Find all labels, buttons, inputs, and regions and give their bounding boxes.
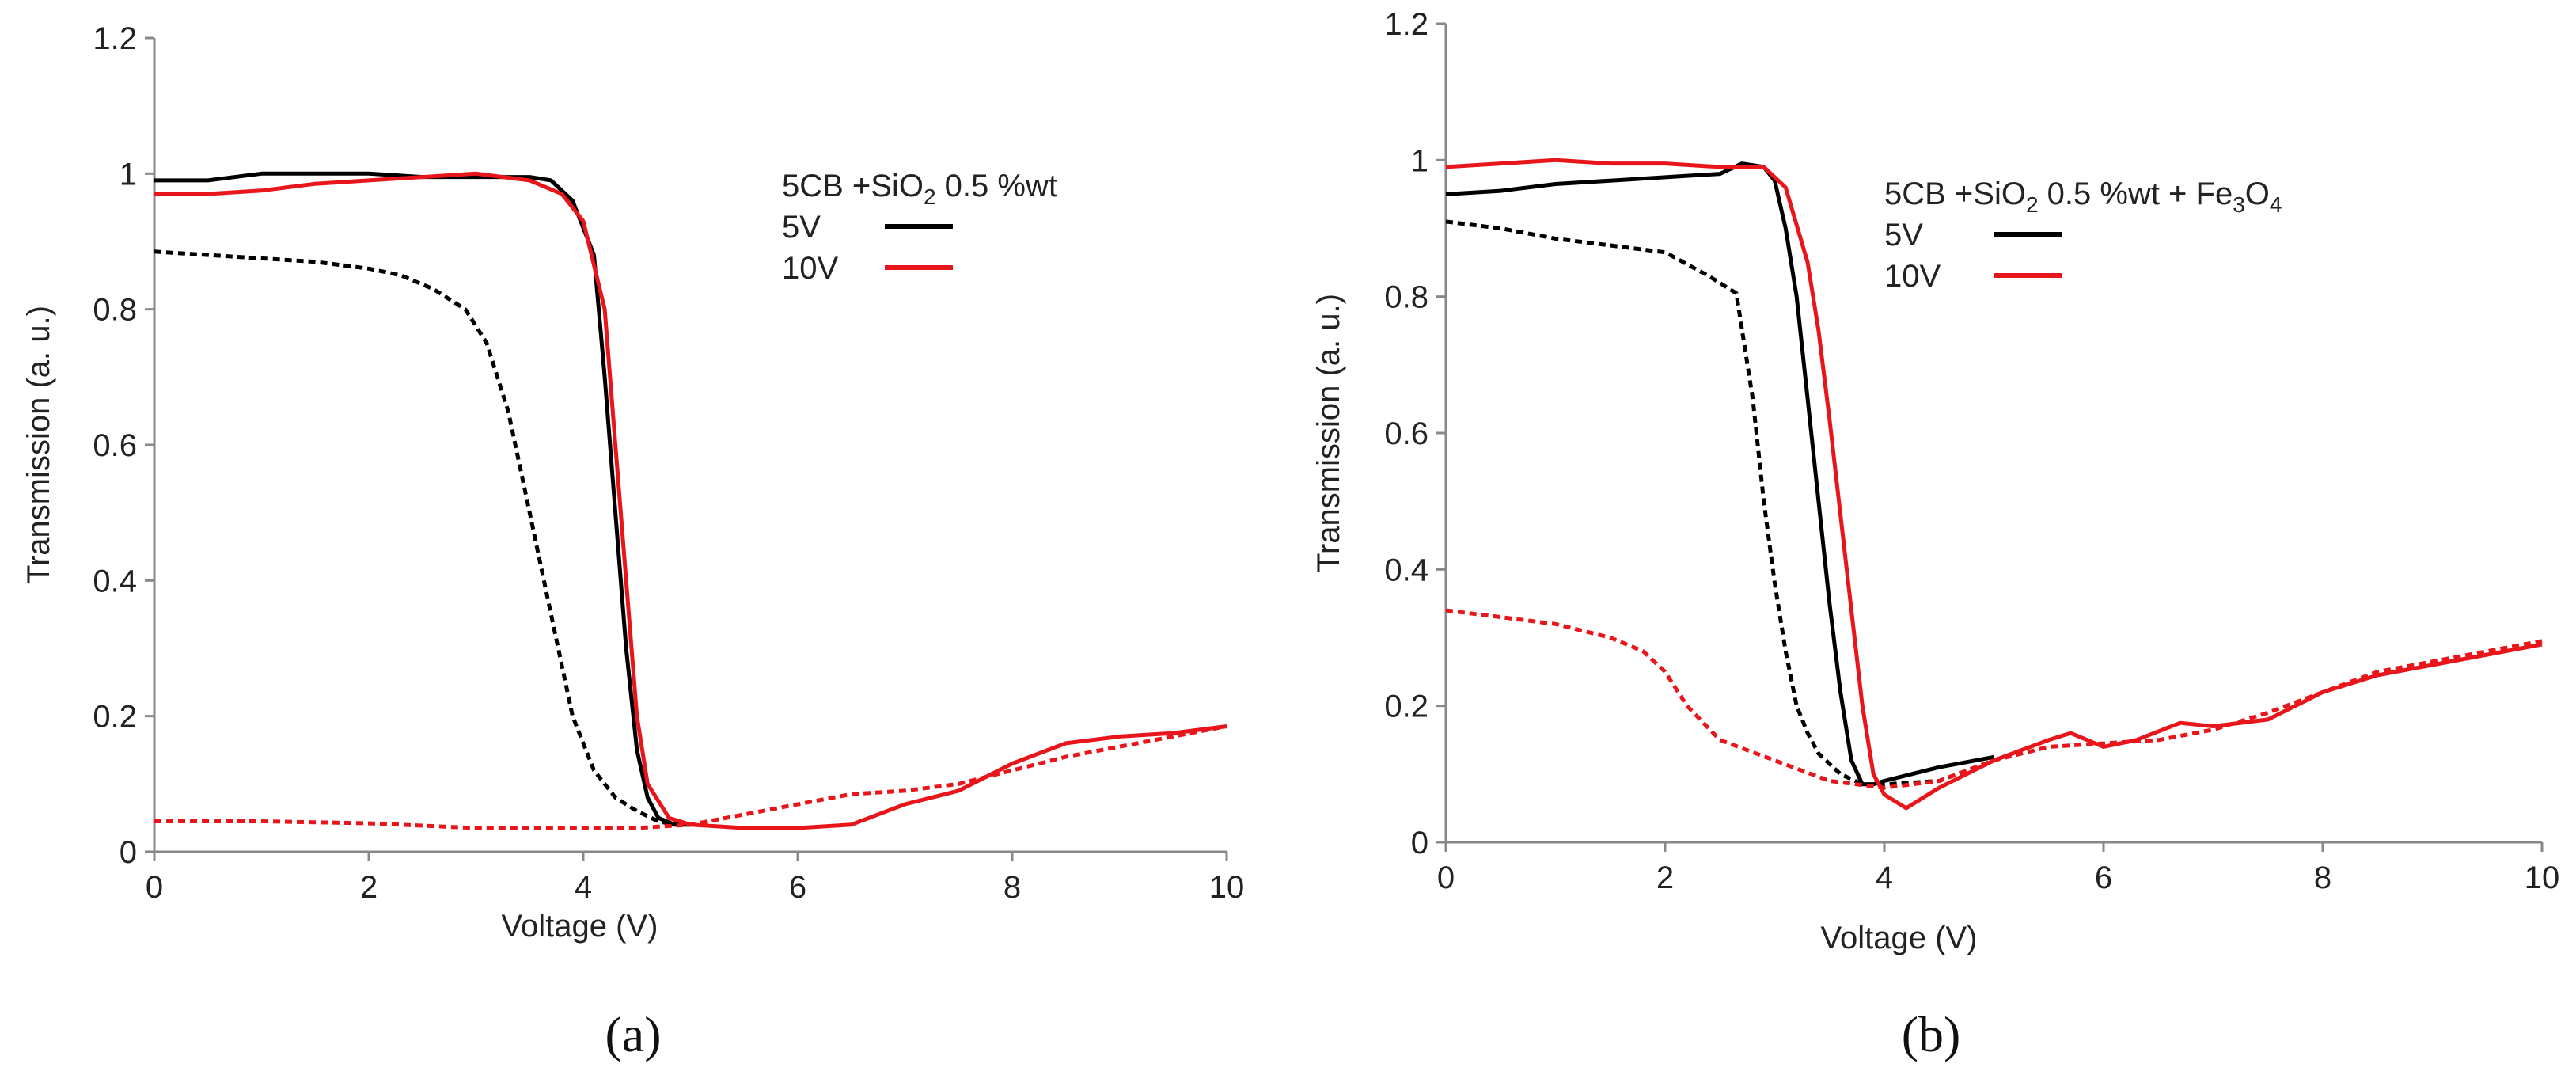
series-line: [154, 249, 691, 827]
series-line: [1445, 158, 2543, 811]
legend-entry-label: 5V: [782, 210, 821, 245]
series-line: [154, 171, 1227, 830]
y-axis-title: Transmission (a. u.): [21, 306, 56, 584]
x-tick-label: 0: [1437, 860, 1455, 895]
panel-label: (b): [1902, 1006, 1961, 1062]
x-tick-label: 2: [1656, 860, 1674, 895]
x-tick-label: 6: [2095, 860, 2112, 895]
x-tick-label: 4: [1876, 860, 1893, 895]
y-tick-label: 0.4: [93, 564, 137, 598]
legend-entry-label: 10V: [782, 251, 838, 286]
y-tick-label: 1: [120, 157, 137, 192]
y-tick-label: 0.6: [1384, 416, 1428, 451]
series-line: [1445, 161, 1994, 787]
legend-title: 5CB +SiO2 0.5 %wt + Fe3O4: [1884, 177, 2282, 217]
legend-title: 5CB +SiO2 0.5 %wt: [782, 169, 1057, 209]
series-line: [154, 171, 691, 827]
x-tick-label: 2: [360, 870, 377, 905]
series-line: [1445, 219, 1995, 787]
y-tick-label: 1.2: [1384, 7, 1428, 42]
panel-a: 0 0.2 0.4 0.6 0.8 1 1.2 0 2 4 6 8 10 Voltage (V) Trans…: [21, 21, 1244, 1062]
series-line: [154, 724, 1227, 830]
y-tick-label: 0.6: [93, 428, 137, 463]
x-tick-label: 10: [2525, 860, 2560, 895]
x-tick-label: 4: [575, 870, 592, 905]
x-axis-title: Voltage (V): [1821, 921, 1978, 955]
panel-label: (a): [605, 1006, 661, 1062]
panel-b: 0 0.2 0.4 0.6 0.8 1 1.2 0 2 4 6 8 10 Voltage (V) Trans…: [1311, 7, 2559, 1062]
x-tick-label: 8: [1003, 870, 1021, 905]
y-tick-label: 0.4: [1384, 553, 1428, 587]
y-axis-title: Transmission (a. u.): [1311, 294, 1346, 572]
x-tick-label: 10: [1209, 870, 1245, 905]
y-tick-label: 1: [1411, 143, 1428, 178]
y-tick-label: 0: [1411, 826, 1428, 860]
y-tick-label: 0.2: [93, 700, 137, 735]
x-tick-label: 0: [146, 870, 163, 905]
x-tick-label: 8: [2314, 860, 2331, 895]
x-tick-label: 6: [789, 870, 806, 905]
x-axis-title: Voltage (V): [502, 909, 658, 944]
y-tick-label: 0: [120, 835, 137, 870]
legend-entry-label: 5V: [1884, 218, 1923, 253]
legend-entry-label: 10V: [1884, 259, 1941, 294]
y-tick-label: 0.2: [1384, 689, 1428, 724]
series-line: [1445, 608, 2543, 790]
y-tick-label: 0.8: [93, 293, 137, 328]
y-tick-label: 0.8: [1384, 280, 1428, 315]
y-tick-label: 1.2: [93, 21, 137, 56]
